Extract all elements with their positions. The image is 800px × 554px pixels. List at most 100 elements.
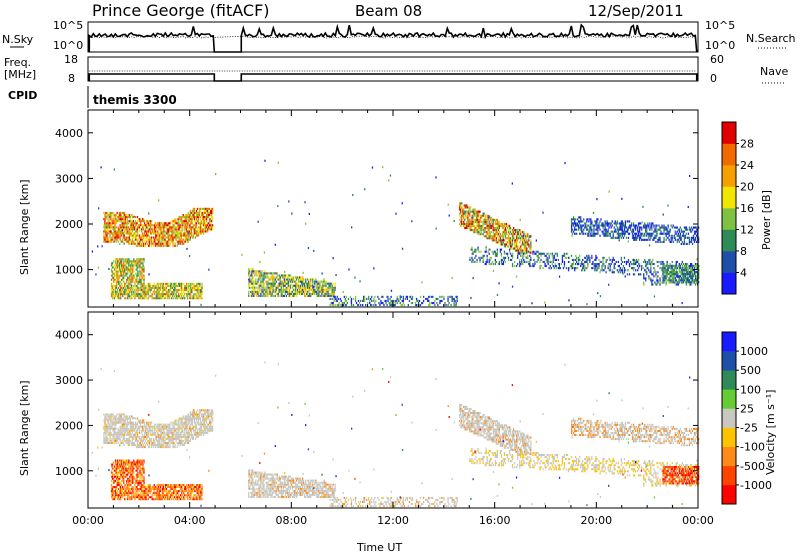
power-cell — [670, 240, 672, 243]
power-cell — [668, 279, 670, 282]
power-cell — [684, 268, 687, 271]
power-cell — [615, 224, 617, 227]
power-cell — [622, 236, 625, 239]
power-cell — [175, 222, 177, 225]
power-cell — [529, 247, 531, 250]
power-cell — [174, 234, 176, 237]
power-cell — [178, 226, 180, 229]
power-cell — [114, 295, 117, 298]
power-cell — [485, 263, 487, 266]
power-cell — [489, 227, 491, 230]
power-cell — [172, 297, 175, 300]
power-cell — [474, 260, 476, 263]
power-cell — [498, 224, 500, 227]
power-cell — [178, 234, 180, 237]
power-cell — [620, 263, 622, 266]
power-cell — [121, 224, 123, 227]
power-cell — [578, 228, 580, 231]
power-cell — [529, 251, 531, 254]
power-cell — [173, 222, 175, 225]
power-cell — [619, 269, 621, 272]
power-cell — [211, 207, 213, 210]
power-cell — [679, 232, 681, 235]
power-cell — [422, 302, 424, 305]
power-cell — [209, 228, 211, 231]
power-cell — [553, 267, 555, 270]
power-cell — [593, 230, 595, 233]
power-cell — [163, 240, 165, 243]
power-cell — [355, 302, 358, 305]
power-cell — [110, 238, 112, 241]
power-cell — [153, 282, 155, 285]
power-cell — [274, 272, 276, 275]
power-cell — [502, 224, 505, 227]
power-cell — [687, 281, 690, 284]
power-cell — [111, 214, 113, 217]
power-cell — [360, 299, 362, 302]
power-cell — [131, 230, 133, 233]
power-cell — [103, 238, 105, 241]
power-cell — [158, 244, 160, 247]
power-cell — [391, 304, 393, 307]
power-cell — [137, 262, 139, 265]
power-cell — [179, 220, 181, 223]
power-cell — [345, 304, 347, 307]
power-cell — [689, 275, 692, 278]
power-cell — [467, 216, 469, 219]
power-cell — [146, 222, 148, 225]
power-cell — [491, 235, 493, 238]
power-cell — [130, 270, 132, 273]
power-cell — [480, 229, 482, 232]
power-cell — [480, 256, 482, 259]
power-cell — [532, 250, 534, 253]
power-cell — [613, 230, 615, 233]
power-cell — [674, 271, 676, 274]
power-cell — [535, 250, 537, 253]
power-cell — [310, 280, 312, 283]
power-cell — [139, 297, 141, 300]
power-cell — [143, 291, 145, 294]
power-cell — [681, 271, 683, 274]
power-cell — [212, 216, 214, 219]
power-cell — [257, 220, 259, 223]
power-cell — [520, 239, 522, 242]
power-cell — [181, 293, 183, 296]
power-cell — [204, 218, 207, 221]
power-cell — [135, 284, 137, 287]
power-cell — [630, 267, 633, 270]
nave-tick-bottom: 0 — [710, 72, 717, 85]
power-cell — [462, 210, 464, 213]
power-cell — [134, 260, 136, 263]
power-cell — [308, 290, 310, 293]
power-cell — [165, 242, 167, 245]
power-cell — [180, 220, 182, 223]
power-frame — [87, 109, 699, 308]
power-cell — [157, 286, 159, 289]
power-cell — [123, 236, 125, 239]
power-cell — [185, 234, 187, 237]
power-cell — [134, 262, 136, 265]
power-cell — [159, 242, 161, 245]
power-cell — [633, 267, 636, 270]
power-cell — [201, 218, 204, 221]
power-cell — [578, 256, 580, 259]
power-cell — [191, 289, 193, 292]
power-cell — [325, 290, 327, 293]
power-cell — [134, 282, 136, 285]
power-cell — [489, 233, 491, 236]
power-cell — [199, 228, 202, 231]
power-cell — [126, 220, 128, 223]
power-cell — [181, 242, 183, 245]
power-cell — [156, 228, 158, 231]
power-cell — [198, 214, 201, 217]
power-cell — [687, 264, 690, 267]
power-cell — [618, 265, 620, 268]
power-cell — [164, 234, 166, 237]
power-cell — [469, 229, 471, 232]
power-cell — [310, 282, 312, 285]
power-cell — [483, 227, 485, 230]
power-cell — [190, 218, 192, 221]
power-cell — [592, 232, 594, 235]
power-cell — [195, 211, 198, 214]
power-cell — [570, 224, 573, 227]
